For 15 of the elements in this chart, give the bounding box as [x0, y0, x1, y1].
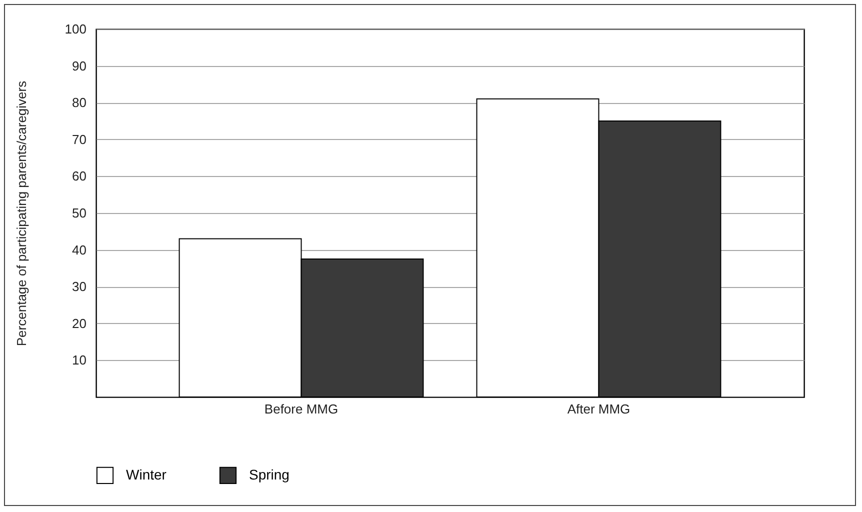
- legend-label: Spring: [249, 466, 290, 482]
- y-tick-label: 20: [72, 316, 86, 331]
- x-tick-label: After MMG: [567, 402, 630, 416]
- x-tick-label: Before MMG: [264, 402, 338, 416]
- y-tick-label: 70: [72, 132, 86, 147]
- y-tick-label: 10: [72, 352, 86, 368]
- y-tick-label: 40: [72, 242, 86, 258]
- y-tick-label: 100: [64, 22, 86, 36]
- y-tick-label: 60: [72, 168, 86, 184]
- y-tick-label: 90: [72, 58, 86, 74]
- y-tick-label: 80: [72, 95, 86, 110]
- y-axis-title: Percentage of participating parents/caregivers: [14, 80, 29, 346]
- legend-label: Winter: [126, 466, 167, 482]
- y-tick-label: 50: [72, 206, 86, 220]
- y-tick-label: 30: [72, 279, 86, 294]
